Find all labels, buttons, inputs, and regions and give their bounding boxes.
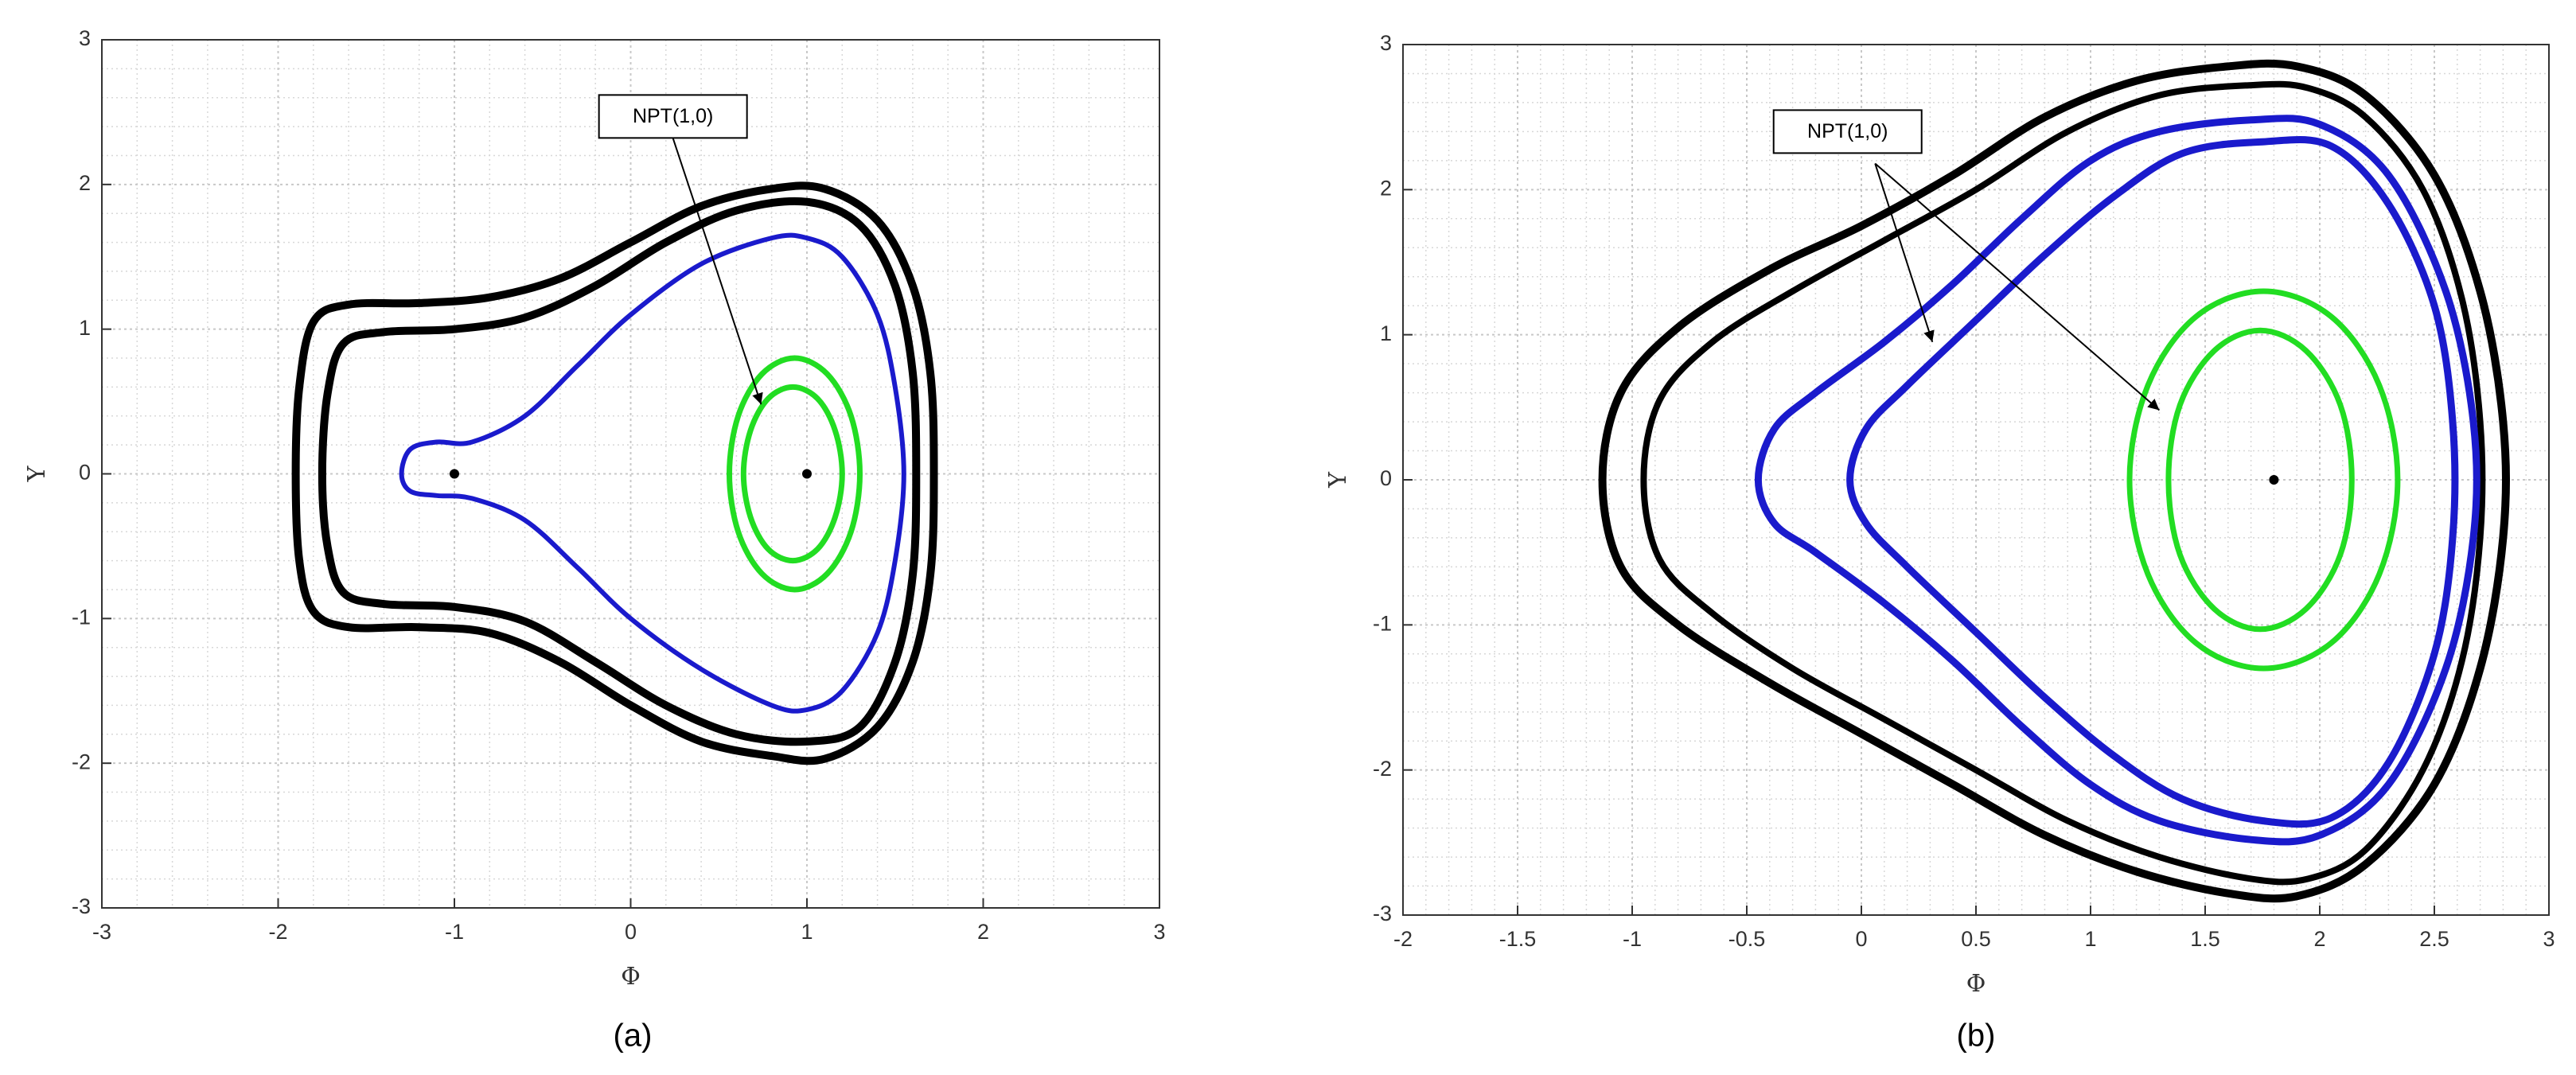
y-axis-label: Y (1324, 471, 1352, 489)
x-tick-label: 2 (977, 920, 989, 944)
y-tick-label: 0 (79, 461, 91, 485)
y-tick-label: -2 (1373, 757, 1392, 781)
axes-frame (1402, 44, 2550, 916)
x-tick-label: 0.5 (1961, 927, 1991, 951)
x-tick-label: 1 (801, 920, 813, 944)
y-tick-label: -1 (72, 605, 91, 629)
y-axis-label: Y (23, 465, 51, 482)
annotation-arrow (1874, 163, 1935, 343)
y-tick-label: -3 (72, 894, 91, 918)
orbit (1846, 135, 2459, 828)
x-tick-label: 0 (1855, 927, 1867, 951)
caption: (b) (1957, 1019, 1996, 1054)
orbit (740, 384, 845, 564)
y-tick-label: 3 (79, 26, 91, 50)
caption: (a) (614, 1019, 653, 1054)
annotation-arrow (672, 138, 763, 405)
orbit (291, 181, 938, 765)
fixed-point (802, 469, 812, 479)
x-tick-label: -1 (1623, 927, 1642, 951)
orbit (318, 197, 921, 746)
annotation-label: NPT(1,0) (633, 105, 713, 127)
x-tick-label: -2 (1393, 927, 1413, 951)
orbit (2165, 327, 2355, 633)
x-tick-label: -2 (268, 920, 287, 944)
axes-frame (101, 39, 1160, 909)
y-tick-label: 3 (1380, 31, 1392, 55)
x-tick-label: 2 (2313, 927, 2325, 951)
orbit (399, 232, 906, 714)
orbit (1598, 59, 2510, 903)
x-tick-label: -3 (92, 920, 111, 944)
fixed-point (450, 469, 459, 479)
x-tick-label: 1 (2084, 927, 2096, 951)
orbit (1640, 80, 2486, 886)
x-tick-label: 0 (625, 920, 637, 944)
x-tick-label: -1 (445, 920, 464, 944)
y-tick-label: 1 (79, 316, 91, 340)
x-tick-label: 3 (2543, 927, 2555, 951)
x-tick-label: 3 (1153, 920, 1165, 944)
y-tick-label: 1 (1380, 321, 1392, 345)
x-tick-label: 1.5 (2190, 927, 2220, 951)
x-axis-label: Φ (1966, 970, 1986, 998)
fixed-point (2269, 475, 2279, 485)
y-tick-label: -2 (72, 750, 91, 773)
x-tick-label: 2.5 (2419, 927, 2449, 951)
subplot: -3 -2 -1 0 1 2 3 -3 -2 -1 0 1 2 3 Φ Y (a) NPT(1,0) (23, 26, 1166, 1053)
y-tick-label: 2 (79, 171, 91, 195)
x-tick-label: -0.5 (1728, 927, 1766, 951)
annotation-arrow (1874, 162, 2161, 411)
x-tick-label: -1.5 (1499, 927, 1537, 951)
annotation-box (1772, 109, 1923, 154)
annotation-box (598, 94, 748, 139)
orbit (2126, 288, 2401, 672)
y-tick-label: 0 (1380, 466, 1392, 490)
annotation-label: NPT(1,0) (1807, 120, 1888, 142)
orbit (727, 355, 863, 593)
x-axis-label: Φ (621, 963, 641, 991)
y-tick-label: -1 (1373, 611, 1392, 635)
y-tick-label: -3 (1373, 902, 1392, 925)
subplot: -2 -1.5 -1 -0.5 0 0.5 1 1.5 2 2.5 3-3-2-10123ΦY(b)… (1324, 31, 2555, 1053)
y-tick-label: 2 (1380, 176, 1392, 200)
